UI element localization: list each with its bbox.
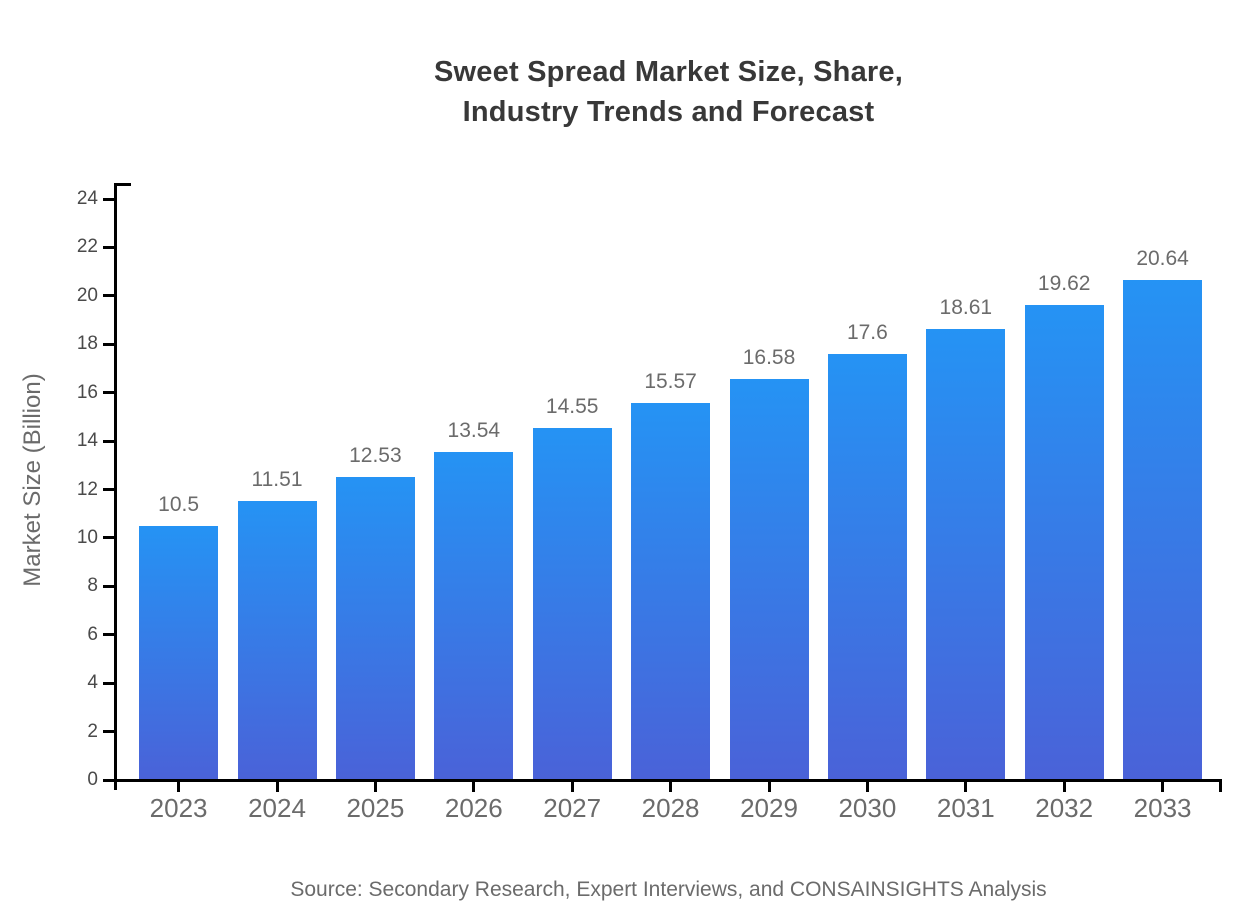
y-axis-tick [103, 294, 115, 298]
bar-value-label: 18.61 [939, 296, 993, 320]
x-axis-tick [275, 780, 279, 792]
y-axis-spine [113, 183, 117, 790]
bar-value-label: 17.6 [846, 320, 888, 344]
y-axis-tick [103, 681, 115, 685]
y-axis-tick [103, 488, 115, 491]
bar [1123, 280, 1203, 780]
bar [532, 427, 612, 780]
x-tick-label: 2024 [248, 793, 306, 823]
y-axis-tick [103, 391, 115, 395]
x-axis-tick [373, 780, 377, 792]
y-tick-label: 24 [76, 188, 98, 209]
bar-value-label: 12.53 [349, 443, 402, 467]
y-axis-tick [103, 584, 115, 588]
bar [139, 525, 219, 780]
x-axis-tick [472, 780, 476, 792]
y-tick-label: 22 [76, 236, 98, 258]
bar [434, 452, 514, 780]
x-axis-tick [1161, 780, 1165, 792]
y-tick-label: 0 [87, 769, 98, 790]
x-axis-spine [113, 778, 1222, 782]
bar-value-label: 14.55 [545, 394, 599, 418]
source-note: Source: Secondary Research, Expert Inter… [290, 878, 1047, 901]
chart-title-line-1: Sweet Spread Market Size, Share, [434, 56, 903, 88]
x-axis-tick [767, 780, 771, 792]
x-axis-tick [177, 780, 181, 792]
bar-value-label: 19.62 [1037, 272, 1091, 296]
bar [1024, 305, 1104, 780]
bar [335, 476, 415, 780]
y-tick-label: 10 [76, 526, 98, 548]
x-axis-tick [964, 780, 968, 792]
y-tick-label: 12 [76, 478, 98, 500]
chart-title: Sweet Spread Market Size, Share, Industr… [115, 52, 1222, 132]
y-tick-label: 14 [76, 430, 98, 452]
x-axis-tick [669, 780, 673, 792]
x-tick-label: 2023 [149, 793, 208, 823]
x-axis-tick [1062, 780, 1066, 792]
x-tick-label: 2032 [1035, 793, 1094, 823]
y-axis-tick [103, 778, 115, 782]
y-axis-tick [103, 342, 115, 346]
bar [631, 403, 711, 780]
y-tick-label: 8 [87, 575, 98, 597]
y-tick-label: 4 [87, 672, 98, 694]
x-tick-label: 2033 [1133, 793, 1192, 823]
x-tick-label: 2028 [641, 793, 700, 823]
bar [237, 501, 317, 780]
y-axis-tick [103, 439, 115, 443]
bar-value-label: 10.5 [158, 492, 200, 516]
bar-value-label: 15.57 [644, 370, 697, 394]
bar-value-label: 13.54 [447, 419, 501, 443]
x-tick-label: 2026 [444, 793, 503, 823]
y-axis-tick [103, 633, 115, 637]
bar [926, 329, 1006, 780]
y-axis-tick [103, 197, 115, 201]
x-tick-label: 2027 [543, 793, 602, 823]
bar [729, 378, 809, 780]
y-tick-label: 16 [76, 381, 98, 403]
y-axis-tick [103, 730, 115, 734]
y-axis-tick [103, 245, 115, 249]
x-axis-tick [570, 780, 574, 792]
bar-value-label: 16.58 [742, 345, 796, 369]
y-tick-label: 20 [76, 284, 98, 306]
y-tick-label: 2 [87, 720, 98, 742]
x-axis-right-cap [1219, 780, 1222, 792]
bar-value-label: 11.51 [251, 468, 303, 492]
x-tick-label: 2030 [838, 793, 897, 823]
y-tick-label: 18 [76, 333, 98, 355]
x-axis-tick [865, 780, 869, 792]
bar [827, 353, 907, 780]
bar-value-label: 20.64 [1136, 247, 1189, 271]
y-axis-top-cap [115, 183, 131, 186]
y-axis-title: Market Size (Billion) [19, 373, 46, 587]
x-tick-label: 2025 [346, 793, 405, 823]
x-tick-label: 2029 [740, 793, 798, 823]
x-tick-label: 2031 [936, 793, 995, 823]
chart-title-line-2: Industry Trends and Forecast [462, 96, 875, 128]
y-tick-label: 6 [87, 623, 98, 645]
y-axis-tick [103, 536, 115, 540]
